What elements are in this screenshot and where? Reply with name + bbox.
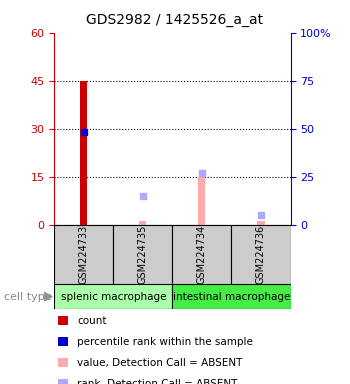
Text: GSM224733: GSM224733 bbox=[79, 225, 89, 284]
Text: cell type: cell type bbox=[4, 291, 51, 302]
Bar bbox=[113, 225, 172, 284]
Text: GSM224734: GSM224734 bbox=[197, 225, 207, 284]
Text: GSM224735: GSM224735 bbox=[138, 225, 148, 284]
FancyArrow shape bbox=[44, 293, 52, 301]
Text: intestinal macrophage: intestinal macrophage bbox=[173, 291, 290, 302]
Bar bbox=[139, 222, 146, 225]
Text: value, Detection Call = ABSENT: value, Detection Call = ABSENT bbox=[77, 358, 242, 368]
Text: GSM224736: GSM224736 bbox=[256, 225, 266, 284]
Bar bbox=[54, 284, 172, 309]
Bar bbox=[80, 81, 88, 225]
Bar bbox=[257, 222, 265, 225]
Bar bbox=[172, 284, 290, 309]
Bar bbox=[54, 225, 113, 284]
Text: splenic macrophage: splenic macrophage bbox=[61, 291, 166, 302]
Text: percentile rank within the sample: percentile rank within the sample bbox=[77, 337, 253, 347]
Text: GDS2982 / 1425526_a_at: GDS2982 / 1425526_a_at bbox=[86, 13, 264, 27]
Bar bbox=[198, 177, 205, 225]
Text: count: count bbox=[77, 316, 106, 326]
Text: rank, Detection Call = ABSENT: rank, Detection Call = ABSENT bbox=[77, 379, 237, 384]
Bar bbox=[231, 225, 290, 284]
Bar bbox=[172, 225, 231, 284]
